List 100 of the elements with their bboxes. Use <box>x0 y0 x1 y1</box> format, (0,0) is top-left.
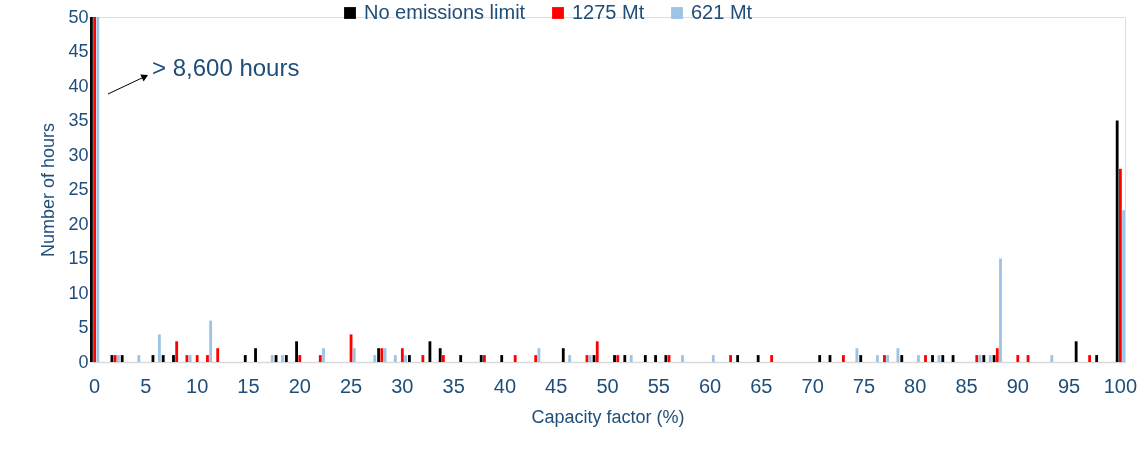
bar <box>711 355 715 362</box>
bar <box>924 355 927 362</box>
bar <box>1016 355 1020 362</box>
bar <box>842 355 845 362</box>
bar <box>568 355 572 362</box>
bar <box>295 341 298 362</box>
x-tick-label: 55 <box>647 374 670 397</box>
bar <box>729 355 732 362</box>
y-tick-label: 0 <box>78 351 89 372</box>
x-tick-label: 70 <box>801 374 824 397</box>
y-tick-label: 15 <box>68 248 89 268</box>
bar <box>534 355 538 362</box>
x-tick-label: 45 <box>545 374 568 397</box>
bar <box>995 348 999 362</box>
bar <box>352 348 356 362</box>
x-tick-label: 75 <box>852 374 876 397</box>
bar <box>298 355 302 362</box>
x-tick-label: 40 <box>493 374 517 397</box>
bar <box>999 258 1002 362</box>
x-tick-label: 85 <box>955 374 978 397</box>
bar <box>216 348 220 362</box>
bar <box>459 355 463 362</box>
y-axis-title: Number of hours <box>38 122 59 258</box>
y-tick-label: 20 <box>68 213 89 234</box>
bar <box>483 355 486 362</box>
bar <box>931 355 934 362</box>
bar <box>1115 120 1119 362</box>
bar <box>681 355 684 362</box>
bar <box>900 355 904 362</box>
bar <box>988 355 992 362</box>
bar <box>643 355 647 362</box>
bar <box>941 355 945 362</box>
bar <box>270 355 274 362</box>
y-tick-label: 25 <box>68 179 89 199</box>
bar <box>206 355 209 362</box>
bar <box>1118 168 1122 362</box>
bar <box>404 355 407 362</box>
bar <box>137 355 141 362</box>
x-tick-label: 95 <box>1057 374 1081 397</box>
legend-label: No emissions limit <box>364 1 526 23</box>
x-tick-label: 50 <box>596 374 619 397</box>
bar <box>209 320 213 362</box>
bar <box>623 355 627 362</box>
legend-label: 621 Mt <box>691 1 753 23</box>
bar <box>195 355 199 362</box>
bar <box>421 355 425 362</box>
x-tick-label: 10 <box>186 374 209 397</box>
bar <box>629 355 633 362</box>
bar <box>322 348 325 362</box>
bar <box>500 355 504 362</box>
legend-label: 1275 Mt <box>572 1 645 23</box>
bar <box>875 355 879 362</box>
bar <box>855 348 859 362</box>
bar <box>175 341 179 362</box>
bar <box>243 355 247 362</box>
x-tick-label: 15 <box>237 374 260 397</box>
bar <box>513 355 517 362</box>
bar <box>917 355 920 362</box>
y-tick-label: 35 <box>68 110 89 130</box>
bar <box>441 355 445 362</box>
bar <box>770 355 774 362</box>
y-tick-label: 30 <box>68 144 89 165</box>
bar <box>613 355 616 362</box>
bar <box>318 355 322 362</box>
bar <box>172 355 175 362</box>
annotation: > 8,600 hours <box>152 54 300 81</box>
bar <box>736 355 740 362</box>
x-tick-label: 20 <box>288 374 311 397</box>
bar <box>157 334 161 362</box>
bar <box>654 355 657 362</box>
bar <box>561 348 565 362</box>
bar <box>982 355 986 362</box>
bar <box>756 355 760 362</box>
bar <box>120 355 124 362</box>
bar <box>1050 355 1054 362</box>
bar <box>1074 341 1078 362</box>
x-tick-label: 80 <box>904 374 927 397</box>
bar <box>284 355 288 362</box>
x-tick-label: 65 <box>750 374 773 397</box>
y-tick-label: 45 <box>68 41 89 61</box>
y-tick-label: 50 <box>68 6 89 27</box>
x-tick-label: 5 <box>140 374 152 397</box>
bar <box>818 355 822 362</box>
bar <box>373 355 377 362</box>
x-axis-title: Capacity factor (%) <box>531 406 685 427</box>
bar <box>595 341 599 362</box>
bar <box>1095 355 1099 362</box>
bar <box>407 355 411 362</box>
x-tick-label: 60 <box>698 374 722 397</box>
bar <box>537 348 541 362</box>
bar <box>886 355 890 362</box>
y-tick-label: 5 <box>78 317 89 337</box>
bar <box>400 348 404 362</box>
x-tick-label: 25 <box>339 374 363 397</box>
bar <box>281 355 284 362</box>
bar <box>1122 210 1125 362</box>
bar <box>859 355 863 362</box>
x-tick-label: 30 <box>391 374 414 397</box>
y-tick-label: 10 <box>68 282 89 303</box>
y-tick-label: 40 <box>68 75 89 96</box>
